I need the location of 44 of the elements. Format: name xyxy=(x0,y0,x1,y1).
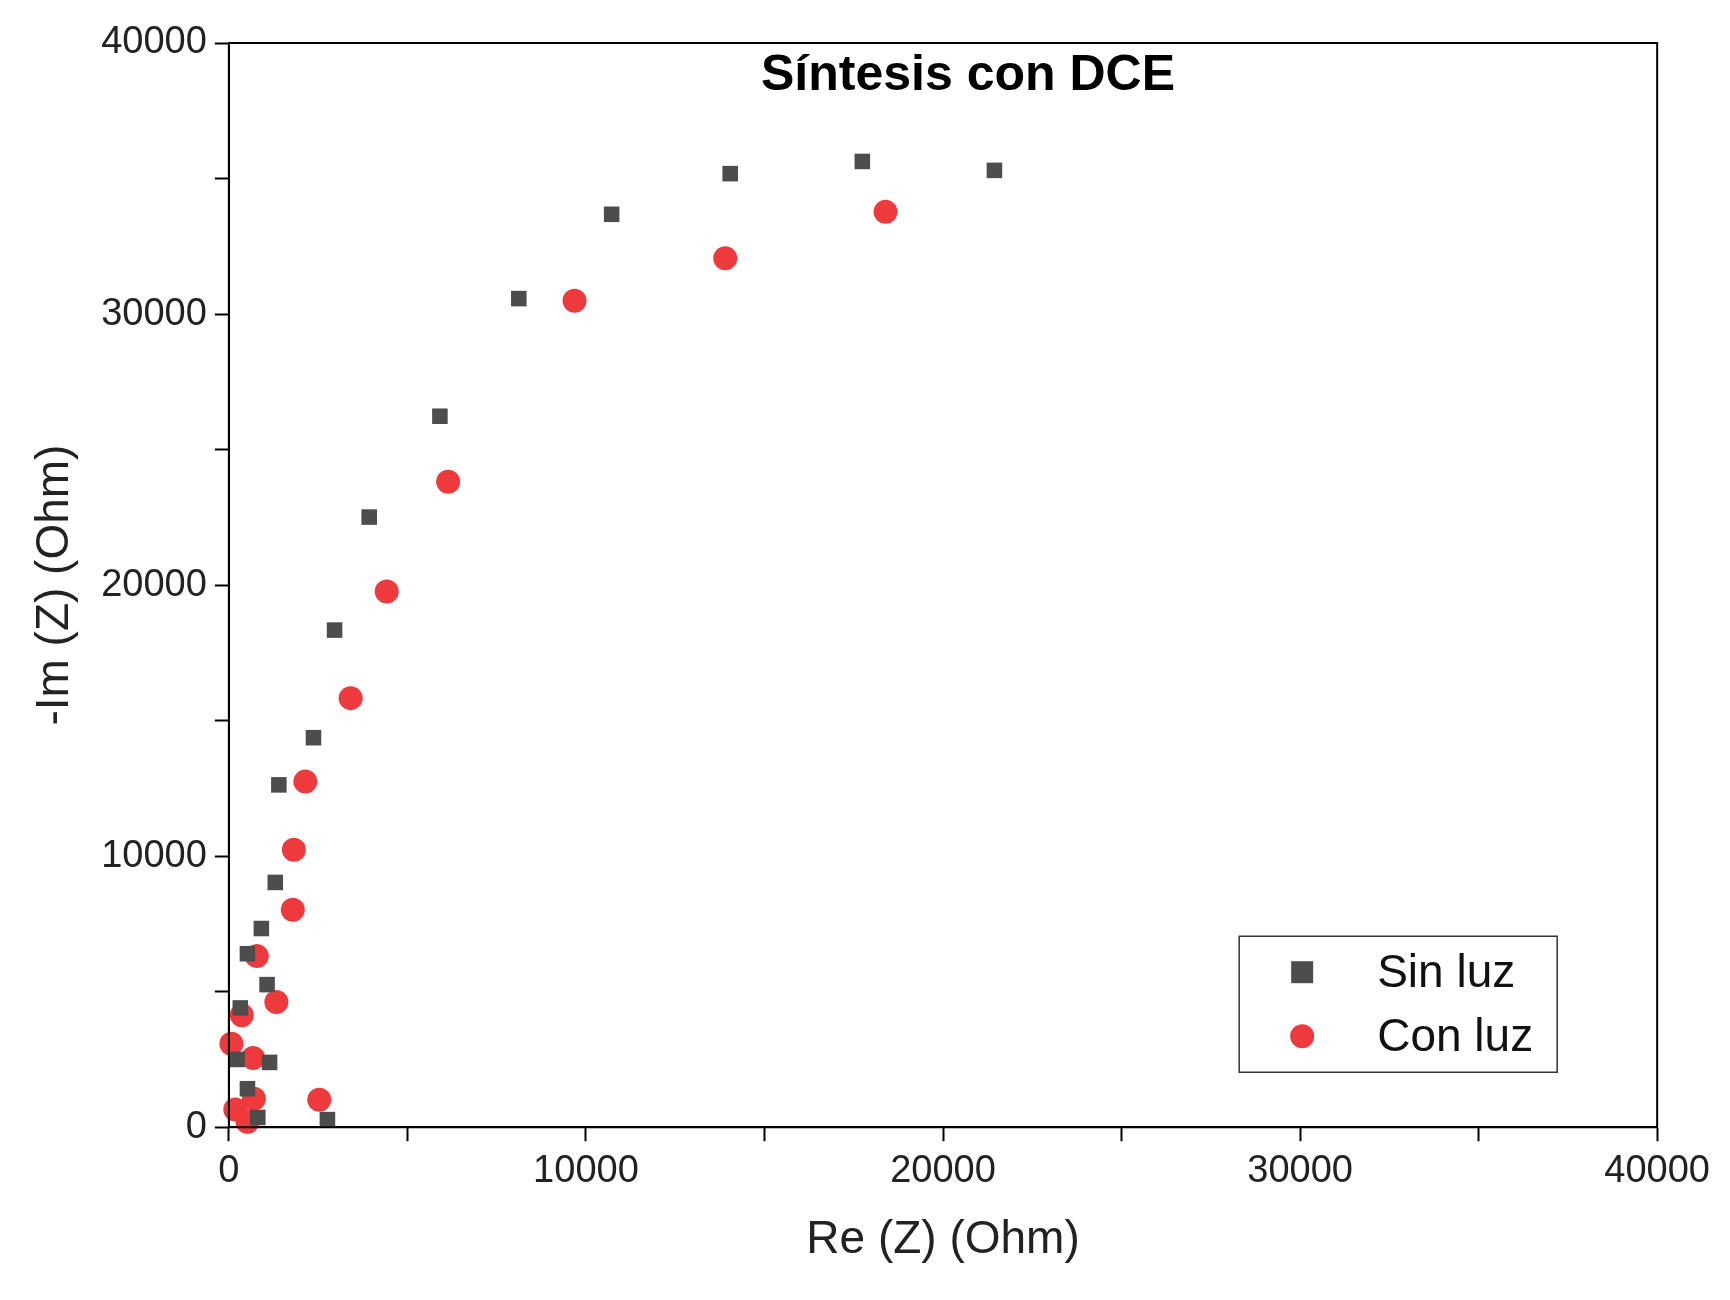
y-tick-label: 40000 xyxy=(101,19,207,62)
point xyxy=(338,686,363,711)
point xyxy=(511,290,527,307)
y-tick-label: 0 xyxy=(185,1103,207,1146)
point xyxy=(229,1051,245,1068)
x-tick-label: 10000 xyxy=(533,1148,639,1191)
legend-label: Con luz xyxy=(1377,1008,1534,1061)
point xyxy=(239,1080,256,1097)
y-tick-label: 10000 xyxy=(101,832,207,875)
point xyxy=(259,976,275,993)
point xyxy=(436,469,461,494)
point xyxy=(722,165,738,182)
point xyxy=(326,622,343,638)
point xyxy=(293,769,318,794)
point xyxy=(261,1054,278,1071)
point xyxy=(713,246,738,271)
point xyxy=(562,288,587,313)
x-axis-title: Re (Z) (Ohm) xyxy=(806,1211,1080,1264)
y-tick-label: 30000 xyxy=(101,290,207,333)
point xyxy=(264,989,289,1014)
x-tick-label: 20000 xyxy=(890,1148,996,1191)
chart-title: Síntesis con DCE xyxy=(761,44,1176,101)
x-tick-label: 40000 xyxy=(1604,1148,1710,1191)
point xyxy=(239,945,256,962)
point xyxy=(854,153,871,170)
point xyxy=(986,162,1003,179)
legend-label: Sin luz xyxy=(1377,944,1516,997)
point xyxy=(305,729,322,746)
point xyxy=(253,920,270,937)
y-tick-label: 20000 xyxy=(101,561,207,604)
y-axis-title: -Im (Z) (Ohm) xyxy=(26,444,79,726)
point xyxy=(280,897,305,922)
point xyxy=(374,579,399,604)
point xyxy=(271,777,287,793)
x-tick-label: 0 xyxy=(218,1148,240,1191)
point xyxy=(281,837,306,862)
point xyxy=(361,509,377,525)
point xyxy=(873,199,898,224)
point xyxy=(267,874,284,891)
x-tick-label: 30000 xyxy=(1247,1148,1353,1191)
point xyxy=(307,1087,332,1112)
point xyxy=(432,408,448,425)
point xyxy=(603,206,620,223)
point xyxy=(250,1109,266,1126)
